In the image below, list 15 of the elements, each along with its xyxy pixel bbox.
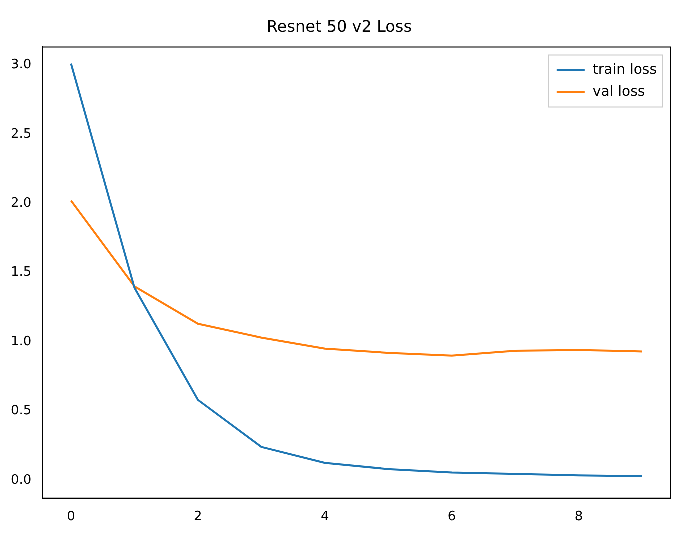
- y-tick-label: 2.5: [10, 126, 32, 142]
- y-tick-label: 0.5: [10, 404, 32, 419]
- x-tick-label: 2: [194, 510, 202, 525]
- y-tick-label: 2.0: [10, 196, 32, 211]
- legend-label: val loss: [592, 84, 646, 100]
- y-tick-label: 1.5: [10, 265, 32, 280]
- x-tick-label: 8: [574, 510, 584, 525]
- y-tick-label: 0.0: [10, 472, 32, 488]
- chart-title: Resnet 50 v2 Loss: [266, 16, 412, 36]
- legend-label: train loss: [592, 62, 658, 78]
- x-tick-label: 6: [448, 510, 456, 525]
- y-tick-label: 1.0: [10, 334, 32, 350]
- x-tick-label: 4: [320, 510, 330, 525]
- y-tick-label: 3.0: [10, 58, 32, 73]
- x-tick-label: 0: [67, 510, 76, 525]
